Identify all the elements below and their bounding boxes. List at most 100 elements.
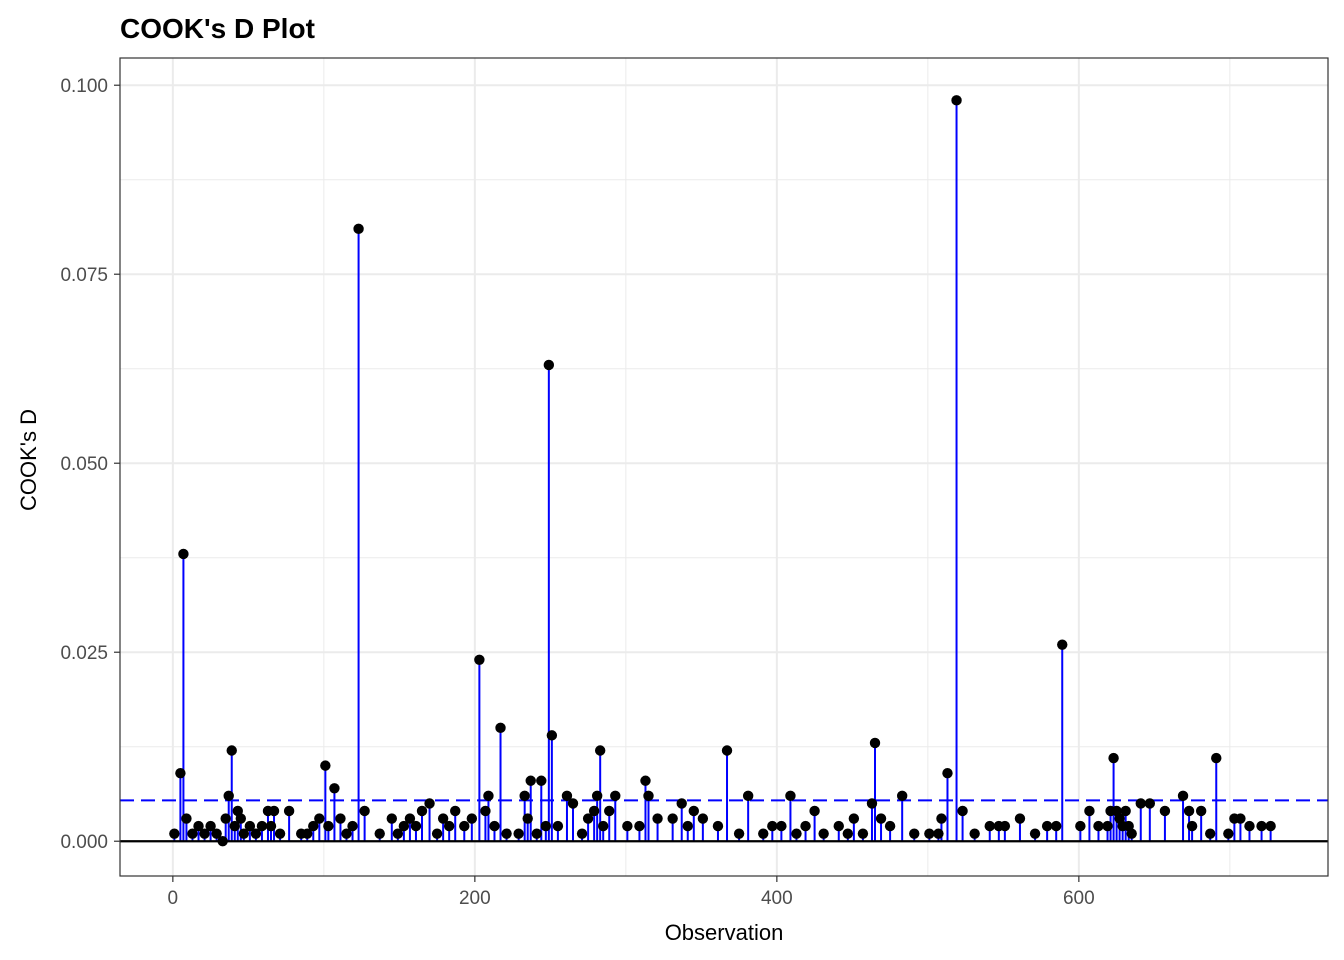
- data-point: [969, 828, 980, 839]
- data-point: [181, 813, 192, 824]
- data-point: [758, 828, 769, 839]
- data-point: [416, 805, 428, 817]
- data-point: [999, 820, 1011, 832]
- data-point: [495, 722, 506, 734]
- data-point: [1235, 813, 1246, 824]
- data-point: [942, 767, 953, 779]
- data-point: [268, 805, 280, 817]
- data-point: [643, 790, 654, 802]
- data-point: [546, 730, 558, 741]
- data-point: [818, 828, 829, 839]
- data-point: [531, 828, 542, 839]
- data-point: [1051, 820, 1062, 832]
- data-point: [175, 767, 186, 779]
- data-point: [1205, 828, 1216, 839]
- data-point: [323, 820, 334, 832]
- data-point: [302, 828, 313, 839]
- data-point: [1135, 798, 1146, 809]
- data-point: [697, 813, 709, 824]
- data-point: [785, 790, 796, 802]
- y-axis-ticks: 0.000 0.025 0.050 0.075 0.100: [60, 76, 120, 853]
- data-point: [238, 828, 250, 839]
- data-point: [536, 775, 547, 786]
- data-point: [1183, 805, 1195, 817]
- data-point: [1211, 752, 1222, 764]
- data-point: [459, 820, 470, 832]
- data-point: [1126, 828, 1137, 839]
- data-point: [178, 548, 189, 560]
- data-point: [791, 828, 802, 839]
- data-point: [483, 790, 494, 802]
- data-point: [594, 745, 606, 756]
- data-point: [244, 820, 256, 832]
- data-point: [431, 828, 443, 839]
- data-point: [842, 828, 854, 839]
- data-point: [866, 798, 878, 809]
- data-point: [1256, 820, 1267, 832]
- data-point: [265, 820, 277, 832]
- data-point: [283, 805, 295, 817]
- data-point: [347, 820, 358, 832]
- x-axis-ticks: 0 200 400 600: [168, 876, 1095, 909]
- data-point: [187, 828, 198, 839]
- data-point: [226, 745, 237, 756]
- data-point: [896, 790, 908, 802]
- x-tick-label: 0: [168, 888, 179, 909]
- data-point: [604, 805, 615, 817]
- data-point: [392, 828, 404, 839]
- data-point: [733, 828, 745, 839]
- x-tick-label: 200: [459, 888, 491, 909]
- data-point: [314, 813, 325, 824]
- data-point: [1244, 820, 1255, 832]
- x-axis-title: Observation: [665, 920, 784, 945]
- data-point: [742, 790, 754, 802]
- data-point: [1144, 798, 1156, 809]
- data-point: [513, 828, 524, 839]
- data-point: [610, 790, 621, 802]
- data-point: [480, 805, 491, 817]
- y-tick-label: 0.075: [60, 265, 108, 286]
- data-point: [676, 798, 687, 809]
- data-point: [652, 813, 663, 824]
- data-point: [576, 828, 588, 839]
- data-point: [199, 828, 210, 839]
- y-tick-label: 0.025: [60, 643, 108, 664]
- data-point: [721, 745, 733, 756]
- y-tick-label: 0.000: [60, 832, 108, 853]
- data-point: [1029, 828, 1041, 839]
- data-point: [543, 359, 555, 371]
- data-point: [809, 805, 820, 817]
- data-point: [359, 805, 370, 817]
- data-point: [1014, 813, 1026, 824]
- data-point: [875, 813, 887, 824]
- data-point: [688, 805, 699, 817]
- data-point: [386, 813, 397, 824]
- data-point: [489, 820, 500, 832]
- data-point: [561, 790, 573, 802]
- data-point: [501, 828, 512, 839]
- data-point: [1057, 639, 1068, 650]
- data-point: [1265, 820, 1276, 832]
- data-point: [776, 820, 787, 832]
- data-point: [374, 828, 385, 839]
- data-point: [341, 828, 352, 839]
- data-point: [308, 820, 319, 832]
- point-layer: [169, 95, 1276, 847]
- data-point: [1159, 805, 1171, 817]
- data-point: [235, 813, 246, 824]
- data-point: [1084, 805, 1095, 817]
- chart-title: COOK's D Plot: [120, 13, 315, 44]
- data-point: [598, 820, 609, 832]
- data-point: [193, 820, 204, 832]
- data-point: [410, 820, 422, 832]
- data-point: [984, 820, 995, 832]
- data-point: [217, 836, 228, 847]
- data-point: [767, 820, 778, 832]
- x-tick-label: 600: [1063, 888, 1095, 909]
- data-point: [1120, 805, 1131, 817]
- data-point: [329, 783, 340, 794]
- data-point: [634, 820, 645, 832]
- data-point: [1041, 820, 1053, 832]
